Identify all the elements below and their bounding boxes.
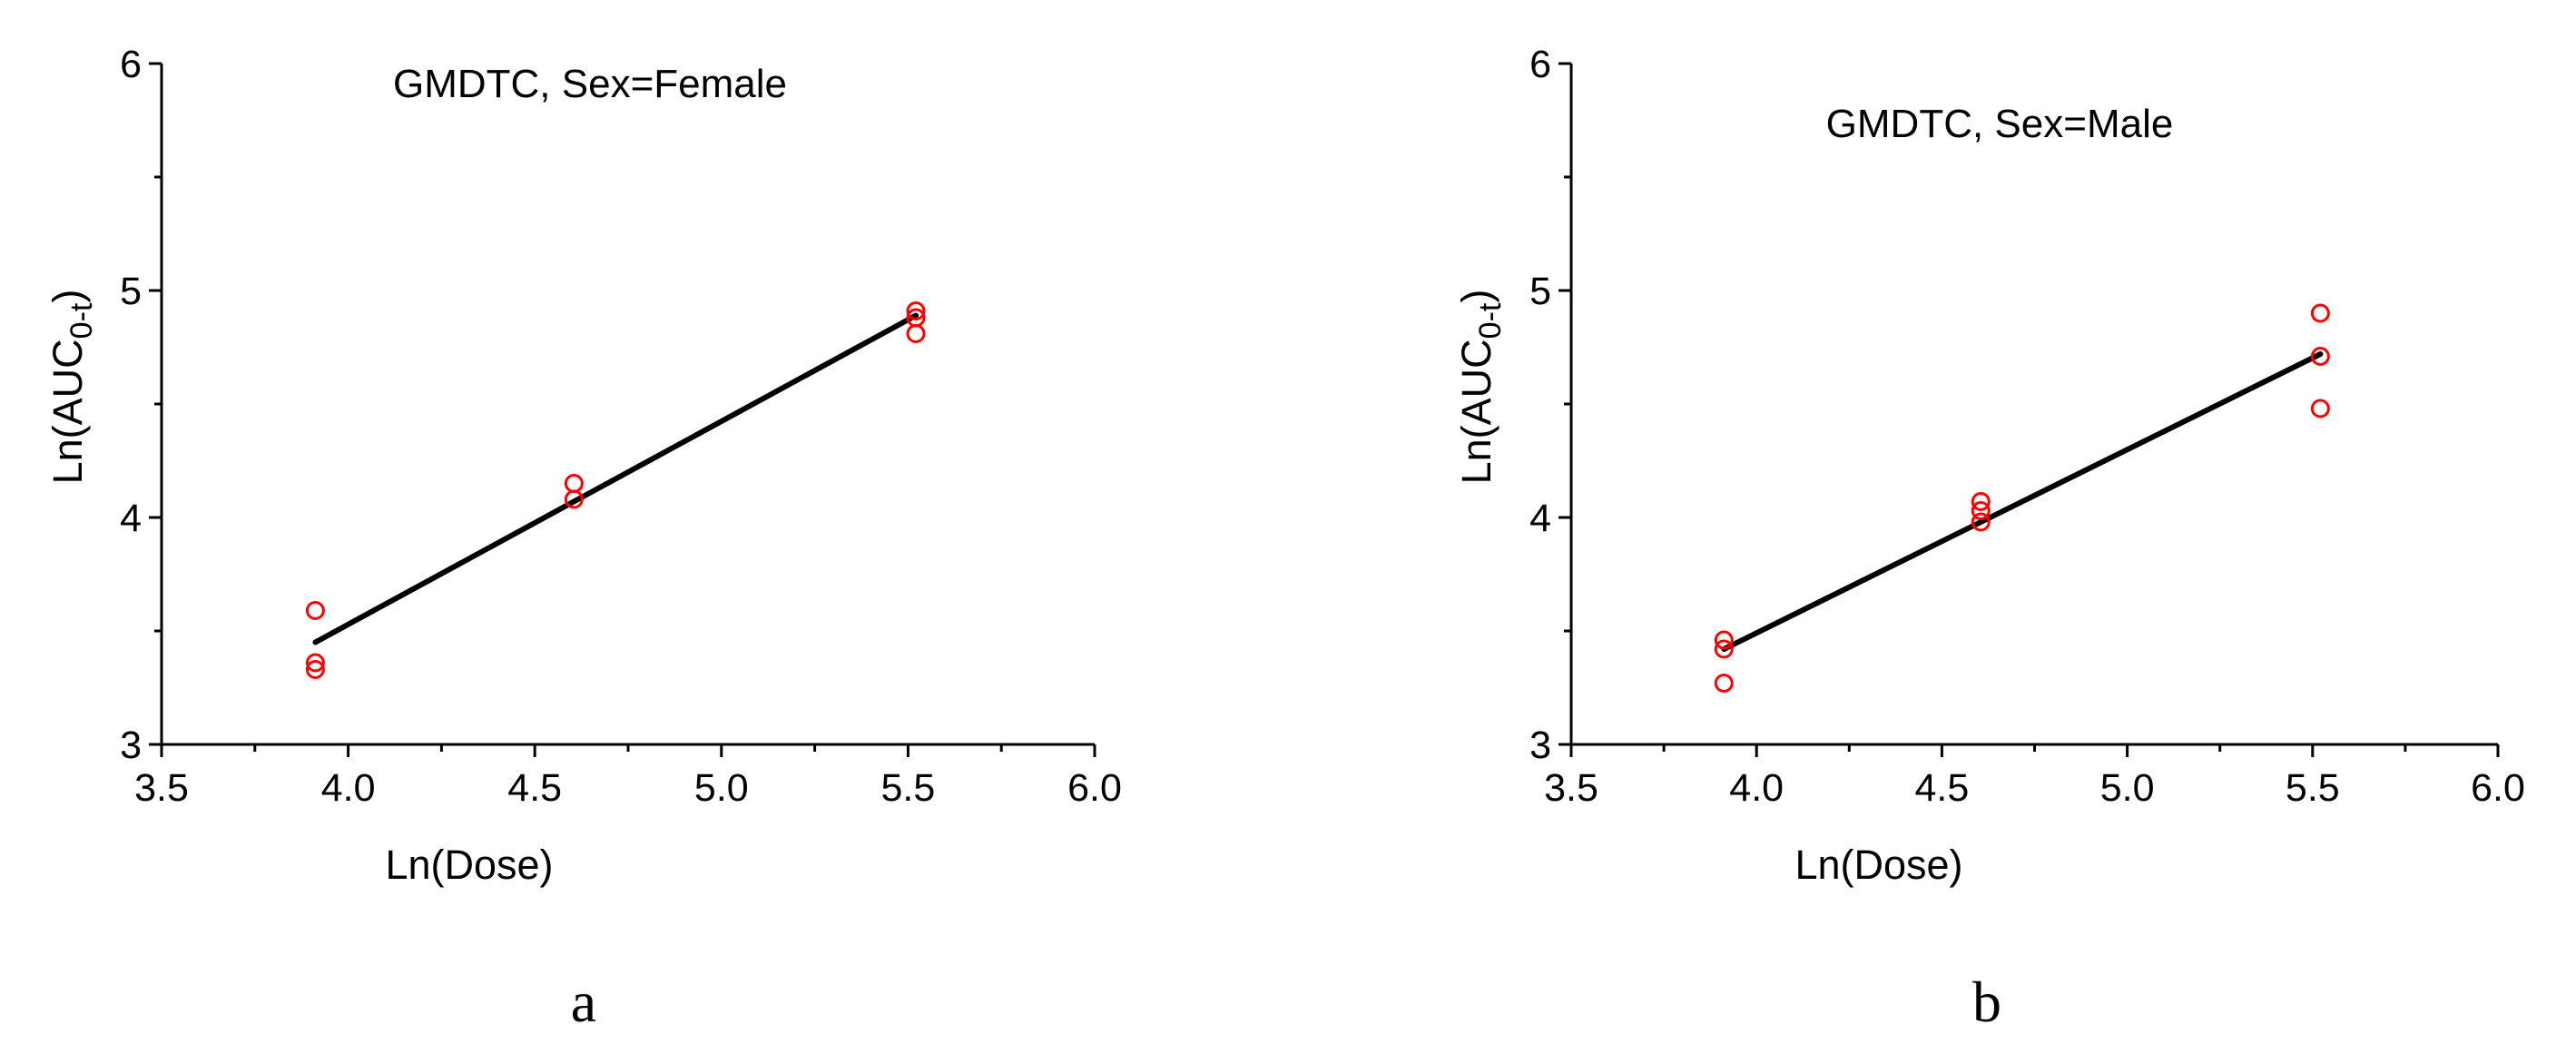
y-axis-title-subscript: 0-t <box>64 302 99 339</box>
y-tick-label: 6 <box>120 43 142 86</box>
y-axis-title: Ln(AUC0-t) <box>1453 290 1508 485</box>
data-point <box>2310 347 2330 366</box>
y-axis-title-prefix: Ln(AUC <box>44 339 91 484</box>
data-point <box>1714 639 1734 659</box>
y-tick-label: 4 <box>120 497 142 540</box>
data-point <box>1714 630 1734 650</box>
y-tick-label: 3 <box>120 724 142 767</box>
y-axis-title-subscript: 0-t <box>1473 302 1508 339</box>
data-point <box>305 653 325 673</box>
y-axis-title: Ln(AUC0-t) <box>44 290 99 485</box>
y-tick-label: 5 <box>120 270 142 313</box>
data-point <box>305 601 325 620</box>
regression-line <box>1721 351 2324 652</box>
data-point <box>1971 512 1991 532</box>
x-tick-label: 3.5 <box>134 766 189 810</box>
chart-title: GMDTC, Sex=Male <box>1826 102 2174 146</box>
x-tick-label: 4.5 <box>1915 766 1970 810</box>
y-tick-label: 6 <box>1529 43 1551 86</box>
y-tick-label: 3 <box>1529 724 1551 767</box>
x-tick-label: 6.0 <box>2471 766 2525 810</box>
chart-panel-a: GMDTC, Sex=Female Ln(AUC0-t) Ln(Dose) a … <box>44 43 1122 1034</box>
x-tick-label: 5.5 <box>2286 766 2340 810</box>
data-point <box>564 489 584 509</box>
panel-label: a <box>571 970 596 1034</box>
x-tick-label: 3.5 <box>1544 766 1598 810</box>
x-tick-label: 6.0 <box>1067 766 1122 810</box>
x-tick-label: 5.0 <box>694 766 749 810</box>
y-axis-title-suffix: ) <box>44 290 91 303</box>
x-axis-title: Ln(Dose) <box>1794 842 1962 888</box>
data-point <box>305 660 325 679</box>
x-axis-title: Ln(Dose) <box>385 842 553 888</box>
chart-panel-b: GMDTC, Sex=Male Ln(AUC0-t) Ln(Dose) b 3 4… <box>1453 43 2525 1034</box>
y-tick-label: 4 <box>1529 497 1551 540</box>
x-tick-label: 5.0 <box>2100 766 2155 810</box>
y-tick-label: 5 <box>1529 270 1551 313</box>
y-axis-title-suffix: ) <box>1453 290 1499 303</box>
panel-label: b <box>1972 970 2001 1034</box>
x-tick-label: 4.5 <box>507 766 562 810</box>
data-point <box>1971 492 1991 511</box>
data-point <box>1971 501 1991 520</box>
data-point <box>2310 303 2330 323</box>
data-point <box>906 301 926 320</box>
data-point <box>564 474 584 493</box>
data-point <box>2310 399 2330 419</box>
x-tick-label: 4.0 <box>1729 766 1784 810</box>
x-tick-label: 4.0 <box>321 766 376 810</box>
chart-title: GMDTC, Sex=Female <box>393 62 787 106</box>
y-axis-title-prefix: Ln(AUC <box>1453 339 1499 484</box>
x-tick-label: 5.5 <box>881 766 936 810</box>
data-point <box>1714 674 1734 693</box>
regression-line <box>312 312 919 645</box>
data-point <box>906 324 926 343</box>
